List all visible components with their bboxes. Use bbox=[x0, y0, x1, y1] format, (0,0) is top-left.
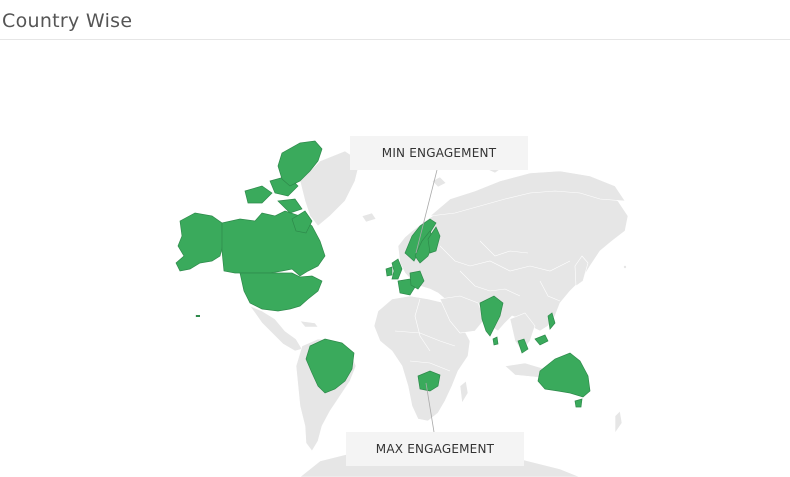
land-arabia[interactable] bbox=[439, 295, 486, 334]
min-engagement-callout: MIN ENGAGEMENT bbox=[350, 136, 528, 170]
country-malaysia[interactable] bbox=[517, 338, 529, 354]
land-siberia[interactable] bbox=[429, 170, 626, 217]
country-ireland[interactable] bbox=[385, 266, 393, 277]
country-finland[interactable] bbox=[427, 226, 441, 254]
min-leader-line bbox=[415, 169, 438, 254]
land-mexico[interactable] bbox=[249, 305, 303, 352]
max-engagement-callout: MAX ENGAGEMENT bbox=[346, 432, 524, 466]
land-japan[interactable] bbox=[574, 255, 589, 287]
country-india[interactable] bbox=[479, 295, 504, 337]
country-sri-lanka[interactable] bbox=[492, 336, 499, 346]
country-canada-arctic-3[interactable] bbox=[277, 198, 303, 214]
sheet-title: Country Wise bbox=[2, 10, 133, 32]
land-new-zealand[interactable] bbox=[614, 410, 623, 434]
country-united-states[interactable] bbox=[239, 272, 323, 312]
country-germany[interactable] bbox=[409, 270, 425, 290]
country-tasmania[interactable] bbox=[574, 398, 583, 408]
country-greenland[interactable] bbox=[277, 140, 323, 187]
land-madagascar[interactable] bbox=[459, 380, 469, 404]
country-united-kingdom[interactable] bbox=[391, 258, 403, 280]
land-se-asia[interactable] bbox=[509, 312, 536, 352]
land-iceland[interactable] bbox=[361, 212, 377, 223]
max-leader-line bbox=[425, 382, 435, 433]
country-alaska[interactable] bbox=[175, 212, 225, 272]
dashboard-header: Country Wise bbox=[0, 0, 790, 40]
land-svalbard[interactable] bbox=[431, 176, 447, 188]
country-south-africa[interactable] bbox=[417, 370, 441, 392]
land-africa[interactable] bbox=[373, 295, 471, 422]
country-australia[interactable] bbox=[537, 352, 591, 398]
country-philippines[interactable] bbox=[547, 312, 556, 330]
map-svg[interactable] bbox=[0, 41, 790, 477]
country-baffin[interactable] bbox=[291, 210, 313, 234]
country-hawaii[interactable] bbox=[196, 315, 200, 317]
world-map[interactable]: MIN ENGAGEMENT MAX ENGAGEMENT bbox=[0, 41, 790, 477]
country-canada-arctic-1[interactable] bbox=[244, 185, 273, 204]
land-caribbean[interactable] bbox=[299, 320, 319, 328]
borders-eurasia bbox=[394, 240, 571, 372]
land-greenland-outline[interactable] bbox=[299, 150, 361, 227]
country-malaysia-borneo[interactable] bbox=[534, 334, 549, 346]
country-brazil[interactable] bbox=[305, 338, 355, 394]
